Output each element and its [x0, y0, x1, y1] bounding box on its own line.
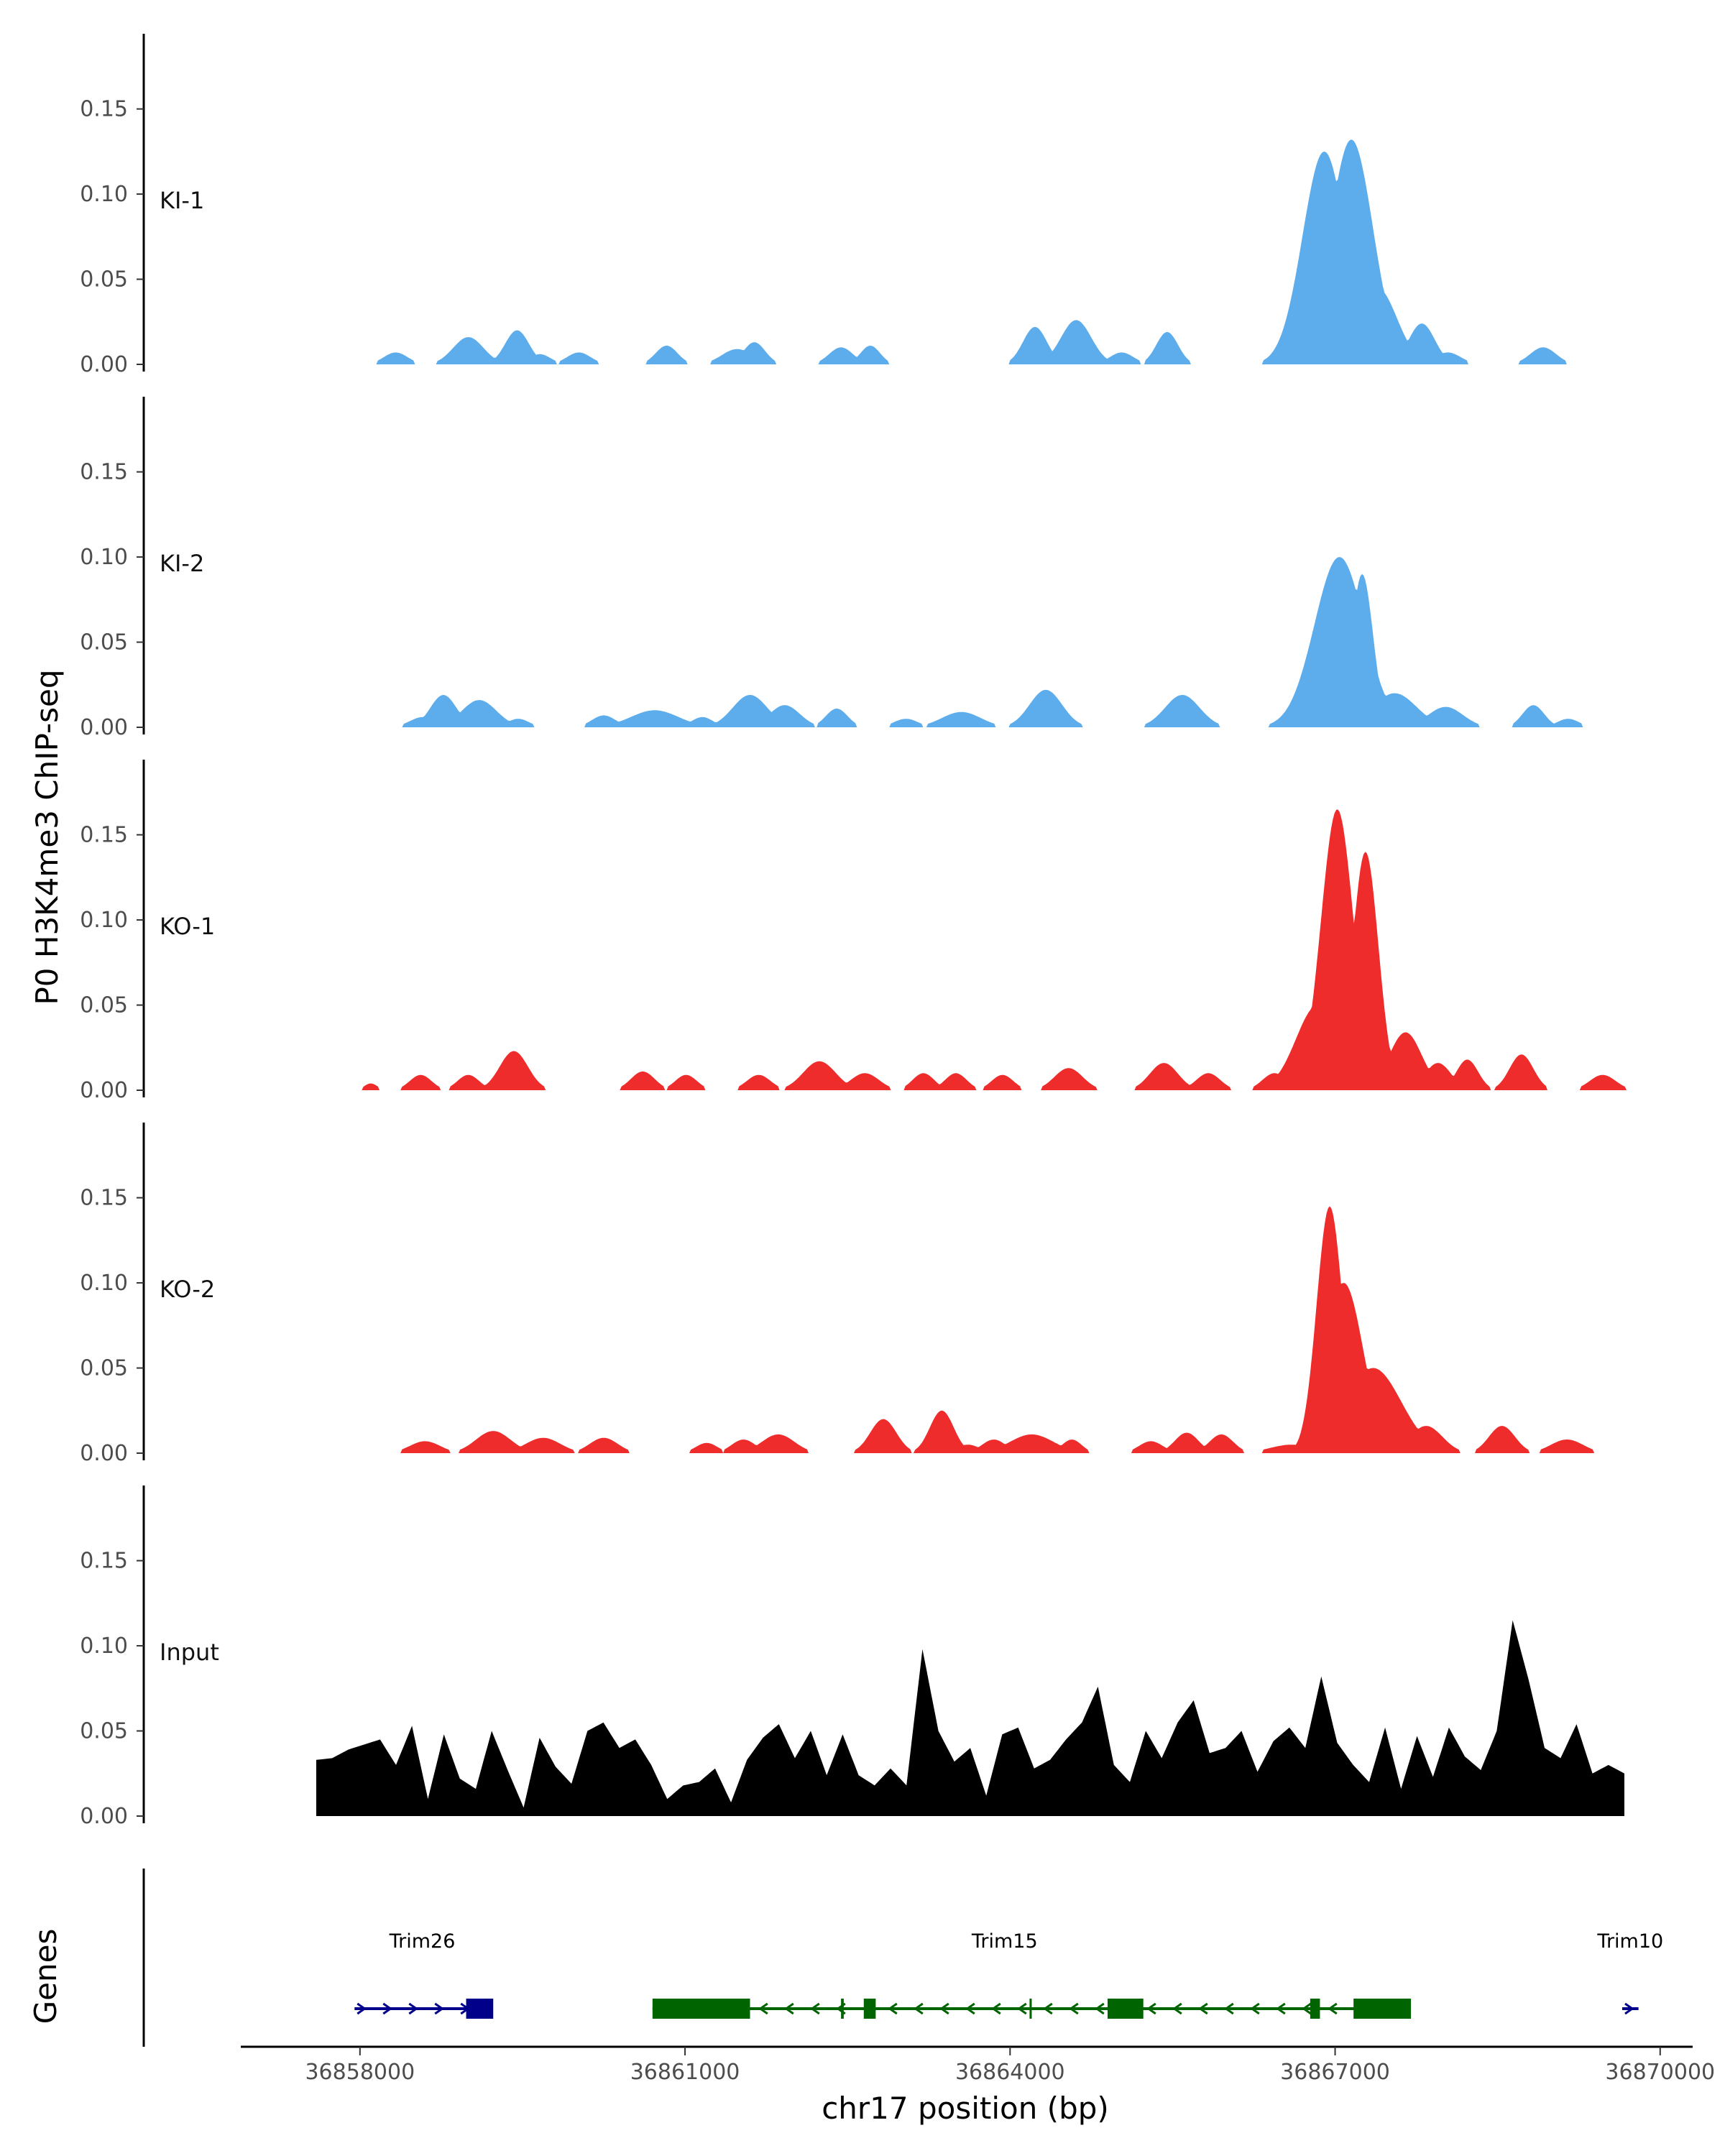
exon: [1029, 1999, 1032, 2019]
tracks-group: 0.00 0.05 0.10 0.15 KI-1 0.00 0.05 0.10 0.15 KI-2…: [80, 34, 1693, 1829]
strand-arrow-icon: [434, 2002, 444, 2015]
strand-arrow-icon: [1250, 2002, 1260, 2015]
y-tick-label: 0.15: [80, 97, 128, 122]
track-label: KI-1: [160, 187, 204, 214]
strand-arrow-icon: [914, 2002, 924, 2015]
y-tick-label: 0.15: [80, 1549, 128, 1574]
y-tick-label: 0.05: [80, 267, 128, 292]
track-ko-1: 0.00 0.05 0.10 0.15 KO-1: [80, 760, 1693, 1103]
strand-arrow-icon: [991, 2002, 1001, 2015]
genes-label: Genes: [28, 1929, 63, 2024]
strand-arrow-icon: [1624, 2002, 1634, 2015]
exon: [841, 1999, 844, 2019]
signal-area: [316, 1620, 1624, 1816]
y-tick-label: 0.05: [80, 993, 128, 1018]
exon: [863, 1999, 876, 2019]
strand-arrow-icon: [1069, 2002, 1079, 2015]
y-tick-label: 0.15: [80, 823, 128, 848]
gene-trim10: Trim10: [1596, 1930, 1663, 2015]
y-tick-label: 0.05: [80, 1356, 128, 1381]
track-ko-2: 0.00 0.05 0.10 0.15 KO-2: [80, 1123, 1693, 1466]
strand-arrow-icon: [888, 2002, 898, 2015]
y-tick-label: 0.05: [80, 1719, 128, 1744]
y-tick-label: 0.15: [80, 1186, 128, 1211]
gene-name: Trim26: [389, 1930, 456, 1953]
strand-arrow-icon: [784, 2002, 794, 2015]
gene-trim15: Trim15: [652, 1930, 1412, 2019]
strand-arrow-icon: [356, 2002, 367, 2015]
y-tick-label: 0.00: [80, 1441, 128, 1466]
y-tick-label: 0.10: [80, 908, 128, 933]
strand-arrow-icon: [408, 2002, 418, 2015]
x-axis-title: chr17 position (bp): [822, 2091, 1109, 2126]
strand-arrow-icon: [1224, 2002, 1234, 2015]
exon: [1107, 1999, 1144, 2019]
strand-arrow-icon: [1328, 2002, 1338, 2015]
x-tick-label: 36864000: [955, 2060, 1065, 2085]
y-tick-label: 0.00: [80, 352, 128, 377]
signal-area: [241, 139, 1693, 364]
y-tick-label: 0.10: [80, 545, 128, 570]
y-tick-label: 0.15: [80, 460, 128, 485]
x-axis: 36858000 36861000 36864000 36867000 36870000: [241, 2045, 1715, 2085]
y-tick-label: 0.00: [80, 1078, 128, 1103]
strand-arrow-icon: [1276, 2002, 1286, 2015]
track-ki-1: 0.00 0.05 0.10 0.15 KI-1: [80, 34, 1693, 377]
y-tick-label: 0.10: [80, 182, 128, 207]
strand-arrow-icon: [1017, 2002, 1027, 2015]
genes-panel: Genes Trim26 Trim15 Trim10: [28, 1869, 1663, 2047]
y-tick-label: 0.05: [80, 630, 128, 655]
strand-arrow-icon: [965, 2002, 975, 2015]
track-label: Input: [160, 1639, 219, 1666]
strand-arrow-icon: [1146, 2002, 1156, 2015]
exon: [1353, 1999, 1412, 2019]
strand-arrow-icon: [1172, 2002, 1182, 2015]
strand-arrow-icon: [382, 2002, 392, 2015]
track-label: KI-2: [160, 550, 204, 577]
strand-arrow-icon: [1095, 2002, 1105, 2015]
x-tick-label: 36867000: [1280, 2060, 1390, 2085]
x-tick-label: 36861000: [630, 2060, 740, 2085]
track-input: 0.00 0.05 0.10 0.15 Input: [80, 1485, 1624, 1829]
signal-area: [241, 1206, 1693, 1453]
y-tick-label: 0.00: [80, 1804, 128, 1829]
track-label: KO-2: [160, 1276, 215, 1303]
strand-arrow-icon: [810, 2002, 820, 2015]
signal-area: [241, 557, 1693, 727]
strand-arrow-icon: [939, 2002, 949, 2015]
y-axis-title: P0 H3K4me3 ChIP-seq: [29, 669, 65, 1005]
x-tick-label: 36870000: [1605, 2060, 1715, 2085]
exon: [652, 1999, 750, 2019]
track-label: KO-1: [160, 913, 215, 940]
strand-arrow-icon: [1198, 2002, 1208, 2015]
exon: [466, 1999, 494, 2019]
signal-area: [241, 809, 1693, 1090]
strand-arrow-icon: [1043, 2002, 1053, 2015]
gene-trim26: Trim26: [354, 1930, 494, 2019]
track-ki-2: 0.00 0.05 0.10 0.15 KI-2: [80, 397, 1693, 740]
strand-arrow-icon: [758, 2002, 768, 2015]
exon: [1310, 1999, 1320, 2019]
y-tick-label: 0.00: [80, 715, 128, 740]
y-tick-label: 0.10: [80, 1634, 128, 1659]
gene-name: Trim10: [1596, 1930, 1663, 1953]
y-tick-label: 0.10: [80, 1271, 128, 1296]
x-tick-label: 36858000: [305, 2060, 415, 2085]
strand-arrow-icon: [1302, 2002, 1312, 2015]
gene-name: Trim15: [971, 1930, 1038, 1953]
